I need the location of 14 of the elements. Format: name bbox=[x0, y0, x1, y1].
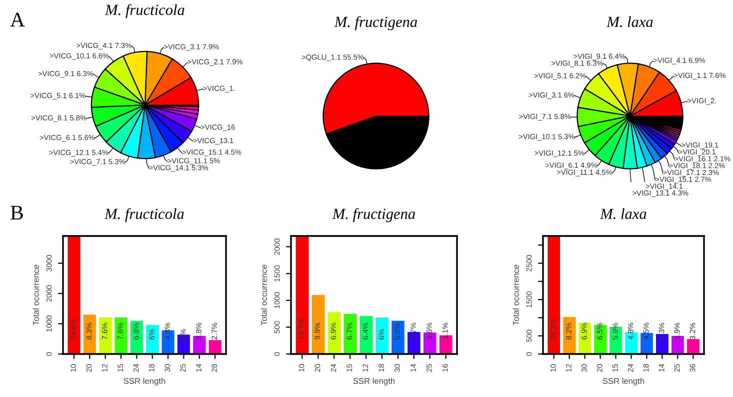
chart-title: M. laxa bbox=[600, 208, 646, 220]
chart-title: M. fructicola bbox=[104, 4, 184, 18]
y-axis-title: Total occurrence bbox=[32, 264, 39, 326]
x-axis-title: SSR length bbox=[353, 378, 395, 386]
y-axis-title: Total occurrence bbox=[260, 264, 267, 326]
x-axis-title: SSR length bbox=[124, 378, 166, 386]
chart-title: M. laxa bbox=[606, 16, 653, 28]
chart-title: M. fructigena bbox=[332, 208, 416, 222]
text: A bbox=[10, 12, 25, 26]
text: B bbox=[10, 206, 23, 220]
chart-title: M. fructicola bbox=[104, 208, 184, 222]
chart-title: M. fructigena bbox=[334, 16, 418, 30]
y-axis-title: Total occurrence bbox=[512, 264, 519, 326]
x-axis-title: SSR length bbox=[602, 378, 644, 386]
